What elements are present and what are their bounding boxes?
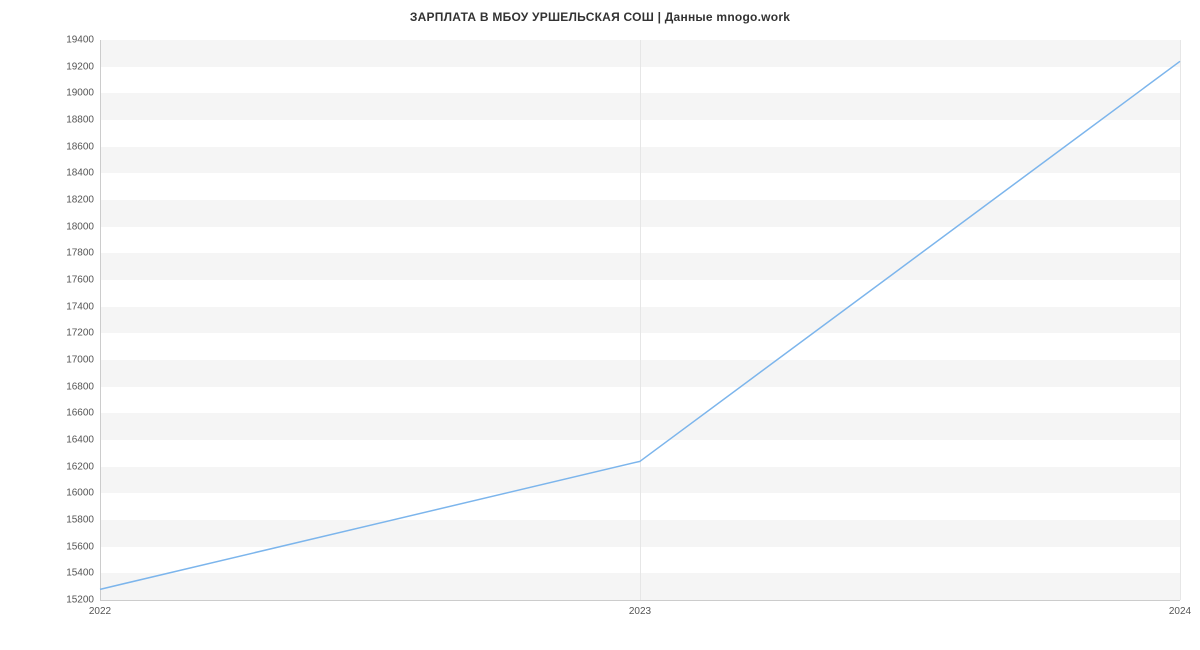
y-tick-label: 15600	[66, 541, 100, 552]
chart-title: ЗАРПЛАТА В МБОУ УРШЕЛЬСКАЯ СОШ | Данные …	[0, 10, 1200, 24]
chart-container: ЗАРПЛАТА В МБОУ УРШЕЛЬСКАЯ СОШ | Данные …	[0, 0, 1200, 650]
y-tick-label: 15800	[66, 515, 100, 526]
y-tick-label: 18400	[66, 168, 100, 179]
y-tick-label: 17600	[66, 275, 100, 286]
y-tick-label: 16800	[66, 381, 100, 392]
x-axis-line	[100, 600, 1180, 601]
y-tick-label: 16200	[66, 461, 100, 472]
y-tick-label: 18000	[66, 221, 100, 232]
plot-area: 1520015400156001580016000162001640016600…	[100, 40, 1180, 600]
y-tick-label: 17200	[66, 328, 100, 339]
y-tick-label: 19400	[66, 35, 100, 46]
y-tick-label: 15400	[66, 568, 100, 579]
x-tick-label: 2023	[629, 600, 651, 617]
x-grid-line	[1180, 40, 1181, 600]
y-tick-label: 17000	[66, 355, 100, 366]
y-tick-label: 18800	[66, 115, 100, 126]
y-tick-label: 19000	[66, 88, 100, 99]
y-tick-label: 19200	[66, 61, 100, 72]
y-tick-label: 17800	[66, 248, 100, 259]
x-tick-label: 2022	[89, 600, 111, 617]
y-tick-label: 17400	[66, 301, 100, 312]
y-tick-label: 18600	[66, 141, 100, 152]
y-tick-label: 16400	[66, 435, 100, 446]
y-tick-label: 16000	[66, 488, 100, 499]
y-tick-label: 16600	[66, 408, 100, 419]
y-tick-label: 18200	[66, 195, 100, 206]
line-series	[100, 40, 1180, 600]
x-tick-label: 2024	[1169, 600, 1191, 617]
